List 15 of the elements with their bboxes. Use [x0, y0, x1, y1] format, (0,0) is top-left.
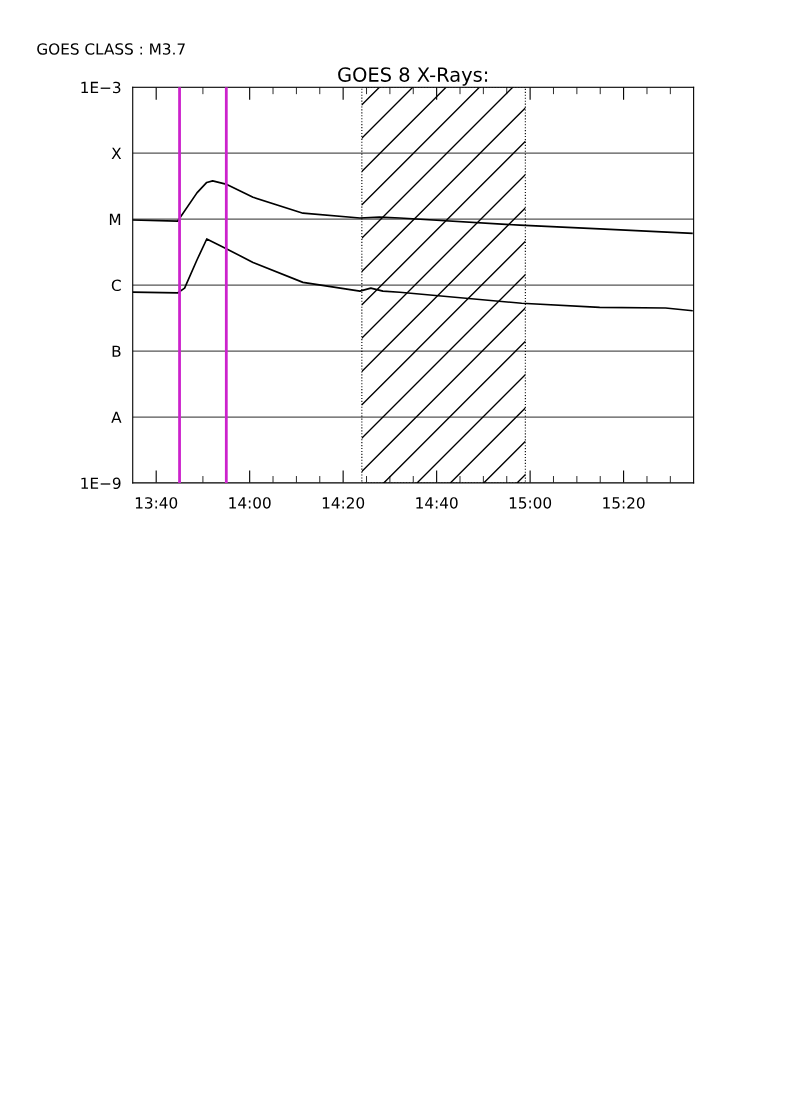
y-tick-label: B — [112, 345, 121, 357]
x-tick-label: 13:40 — [135, 497, 178, 509]
y-tick-label: M — [109, 213, 121, 225]
x-tick-label: 14:00 — [229, 497, 271, 509]
y-tick-label: X — [111, 147, 122, 159]
x-tick-label: 14:20 — [322, 497, 365, 509]
y-tick-label: 1E−9 — [81, 477, 121, 489]
x-tick-label: 15:20 — [603, 497, 645, 509]
x-tick-label: 14:40 — [416, 497, 458, 509]
chart-title: GOES 8 X-Rays: — [338, 67, 488, 86]
y-tick-label: 1E−3 — [81, 81, 121, 94]
y-tick-label: C — [111, 279, 121, 292]
y-tick-label: A — [111, 411, 122, 423]
x-tick-label: 15:00 — [509, 497, 552, 509]
text: GOES CLASS : M3.7 — [37, 43, 185, 55]
